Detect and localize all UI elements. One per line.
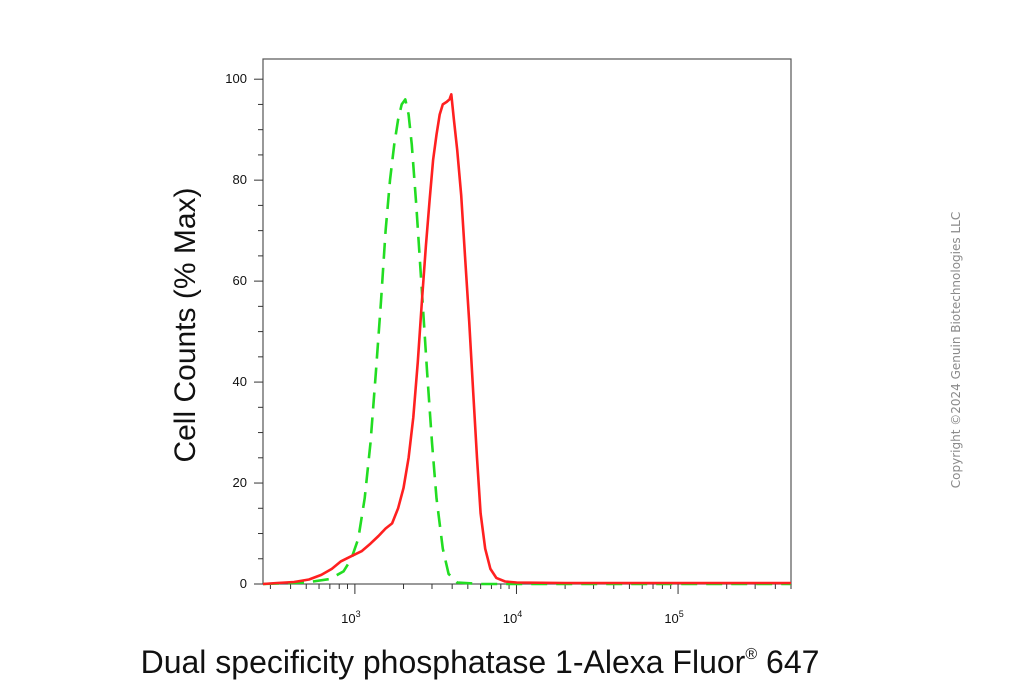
x-axis-ticks: 103 104 105: [269, 584, 792, 626]
series-layer: [262, 93, 791, 586]
plot-frame: [262, 58, 792, 585]
control-histogram-line: [262, 98, 791, 586]
x-tick-label: 104: [503, 609, 522, 626]
y-tick-label: 40: [233, 374, 247, 389]
x-tick-label: 103: [341, 609, 360, 626]
y-tick-label: 60: [233, 273, 247, 288]
sample-histogram-line: [262, 93, 791, 586]
y-tick-label: 0: [240, 576, 247, 591]
copyright-watermark: Copyright ©2024 Genuin Biotechnologies L…: [949, 211, 963, 489]
y-tick-label: 80: [233, 172, 247, 187]
x-tick-label: 105: [664, 609, 683, 626]
x-axis-label-tail: 647: [757, 644, 820, 680]
y-axis-ticks: 0 20 40 60 80 100: [225, 71, 263, 591]
registered-mark: ®: [745, 646, 758, 663]
x-axis-label-main: Dual specificity phosphatase 1-Alexa Flu…: [140, 644, 746, 680]
x-axis-label: Dual specificity phosphatase 1-Alexa Flu…: [40, 644, 920, 681]
y-tick-label: 100: [225, 71, 247, 86]
y-tick-label: 20: [233, 475, 247, 490]
y-axis-label: Cell Counts (% Max): [169, 187, 202, 462]
